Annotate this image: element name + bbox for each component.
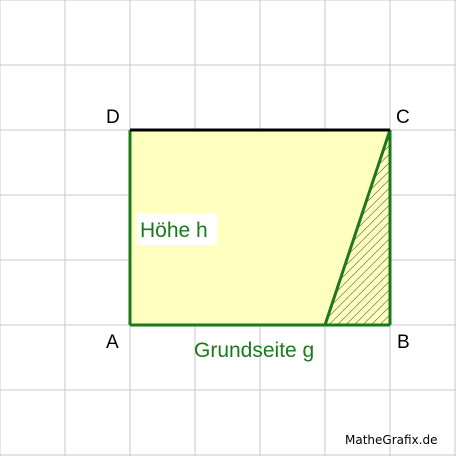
height-label-background	[137, 213, 217, 245]
credit-text: MatheGrafix.de	[345, 433, 437, 447]
base-label: Grundseite g	[194, 339, 314, 362]
vertex-label-c: C	[396, 107, 410, 128]
vertex-label-a: A	[106, 332, 119, 353]
vertex-label-b: B	[397, 332, 410, 353]
vertex-label-d: D	[106, 107, 120, 128]
diagonal-edge	[323, 129, 392, 326]
height-label: Höhe h	[140, 219, 208, 242]
